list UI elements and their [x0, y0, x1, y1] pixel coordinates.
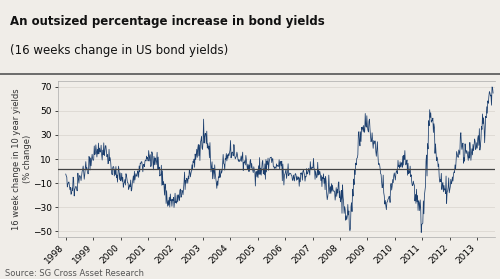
Text: (16 weeks change in US bond yields): (16 weeks change in US bond yields): [10, 44, 228, 57]
Text: Source: SG Cross Asset Research: Source: SG Cross Asset Research: [5, 269, 144, 278]
Y-axis label: 16 week change in 10 year yields
(% change): 16 week change in 10 year yields (% chan…: [12, 88, 32, 230]
Text: An outsized percentage increase in bond yields: An outsized percentage increase in bond …: [10, 15, 325, 28]
